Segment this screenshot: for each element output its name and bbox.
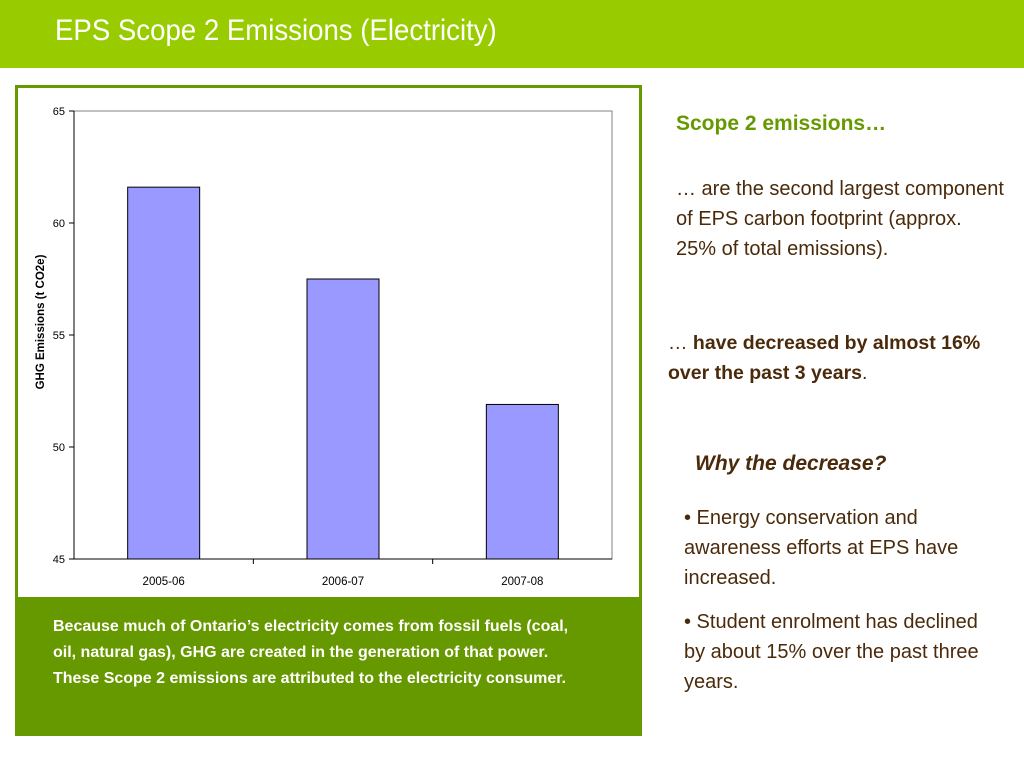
point-2-bold: have decreased by almost 16% over the pa… bbox=[668, 332, 981, 384]
y-tick-label: 45 bbox=[53, 554, 65, 566]
bar-2007-08 bbox=[485, 403, 559, 560]
bar-2005-06 bbox=[127, 186, 201, 560]
y-tick-label: 65 bbox=[53, 106, 65, 118]
chart-frame: 65 60 55 50 45 2005-06 2006-07 2007-08 GHG Emiss… bbox=[15, 85, 642, 600]
reason-bullet-1: • Energy conservation and awareness effo… bbox=[684, 507, 959, 589]
why-heading: Why the decrease? bbox=[695, 452, 887, 475]
x-tick-label: 2007-08 bbox=[501, 576, 543, 588]
y-axis-label: GHG Emissions (t CO2e) bbox=[35, 254, 47, 389]
caption-box: Because much of Ontario’s electricity co… bbox=[15, 597, 642, 736]
bar-2006-07 bbox=[306, 278, 380, 560]
point-2-suffix: . bbox=[862, 362, 868, 384]
title-bar: EPS Scope 2 Emissions (Electricity) bbox=[0, 0, 1024, 68]
reason-bullet-2: • Student enrolment has declined by abou… bbox=[684, 611, 979, 693]
scope2-point-1: … are the second largest component of EP… bbox=[676, 178, 1004, 260]
scope2-heading: Scope 2 emissions… bbox=[676, 112, 887, 135]
y-tick-label: 50 bbox=[53, 442, 65, 454]
caption-text: Because much of Ontario’s electricity co… bbox=[53, 618, 569, 687]
point-2-prefix: … bbox=[668, 332, 693, 354]
x-tick-label: 2006-07 bbox=[322, 576, 364, 588]
slide-title: EPS Scope 2 Emissions (Electricity) bbox=[55, 14, 497, 47]
scope2-point-2: … have decreased by almost 16% over the … bbox=[668, 328, 1008, 388]
x-tick-label: 2005-06 bbox=[143, 576, 185, 588]
emissions-bar-chart: 65 60 55 50 45 2005-06 2006-07 2007-08 GHG Emiss… bbox=[35, 106, 613, 588]
y-tick-label: 60 bbox=[53, 218, 65, 230]
y-tick-label: 55 bbox=[53, 330, 65, 342]
